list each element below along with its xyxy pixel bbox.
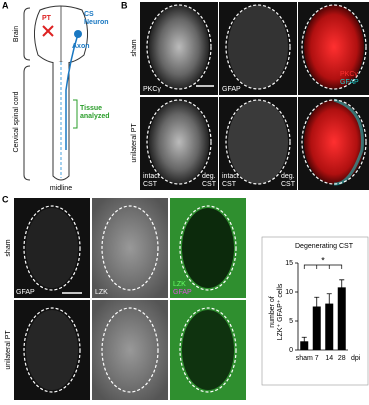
region-label: CST (143, 181, 158, 188)
row-label: sham (131, 39, 138, 56)
diagram (23, 5, 88, 181)
panel-c-images (14, 198, 246, 400)
tissue-label: analyzed (80, 113, 110, 120)
chart-frame (261, 236, 369, 386)
bar (300, 341, 309, 350)
error-bar (301, 336, 307, 346)
bar (312, 306, 321, 350)
region-label: Cervical spinal cord (13, 91, 20, 152)
y-tick-label: 5 (289, 318, 293, 325)
neuron-label: CS (84, 11, 94, 18)
x-tick-label: 28 (338, 355, 346, 362)
row-label: sham (5, 239, 12, 256)
y-tick-label: 0 (289, 347, 293, 354)
merge-label: GFAP (173, 289, 192, 296)
region-label: CST (222, 181, 237, 188)
y-axis-label: LZK⁺ GFAP⁺ cells (277, 283, 284, 340)
region-label: deg. (202, 173, 216, 180)
stain-label: GFAP (222, 86, 241, 93)
stain-label: LZK (95, 289, 108, 296)
panel-label: A (2, 0, 9, 10)
x-tick-label: 7 (315, 355, 319, 362)
row-label: unilateral PT (5, 330, 12, 370)
axon-label: Axon (72, 43, 90, 50)
tissue-label: Tissue (80, 105, 102, 112)
region-label: intact (143, 173, 160, 180)
panel-b-images (140, 2, 369, 190)
merge-label: GFAP (340, 79, 359, 86)
merge-label: PKCγ (340, 71, 358, 78)
chart: 0 5 10 15 sham 7 14 28 dpi * (285, 255, 361, 361)
significance-bracket (303, 264, 343, 269)
midline-label: midline (50, 185, 72, 192)
y-axis-label: number of (269, 296, 276, 328)
bar (337, 287, 346, 350)
region-label: CST (281, 181, 296, 188)
region-label: Brain (13, 26, 20, 42)
significance-label: * (321, 255, 325, 265)
x-tick-label: 14 (325, 355, 333, 362)
merge-label: LZK (173, 281, 186, 288)
neuron-label: Neuron (84, 19, 109, 26)
panel-label: B (121, 0, 128, 10)
panel-label: C (2, 194, 9, 204)
error-bar (314, 296, 320, 316)
region-label: CST (202, 181, 217, 188)
stain-label: GFAP (16, 289, 35, 296)
y-tick-label: 10 (285, 289, 293, 296)
y-tick-label: 15 (285, 260, 293, 267)
bar (325, 303, 334, 350)
error-bar (326, 293, 332, 314)
region-label: deg. (281, 173, 295, 180)
region-label: intact (222, 173, 239, 180)
error-bar (339, 279, 345, 295)
x-axis-label: dpi (351, 355, 361, 362)
x-tick-label: sham (296, 355, 313, 362)
row-label: unilateral PT (131, 123, 138, 163)
pt-label: PT (42, 15, 52, 22)
stain-label: PKCγ (143, 86, 161, 93)
chart-title: Degenerating CST (295, 243, 354, 250)
